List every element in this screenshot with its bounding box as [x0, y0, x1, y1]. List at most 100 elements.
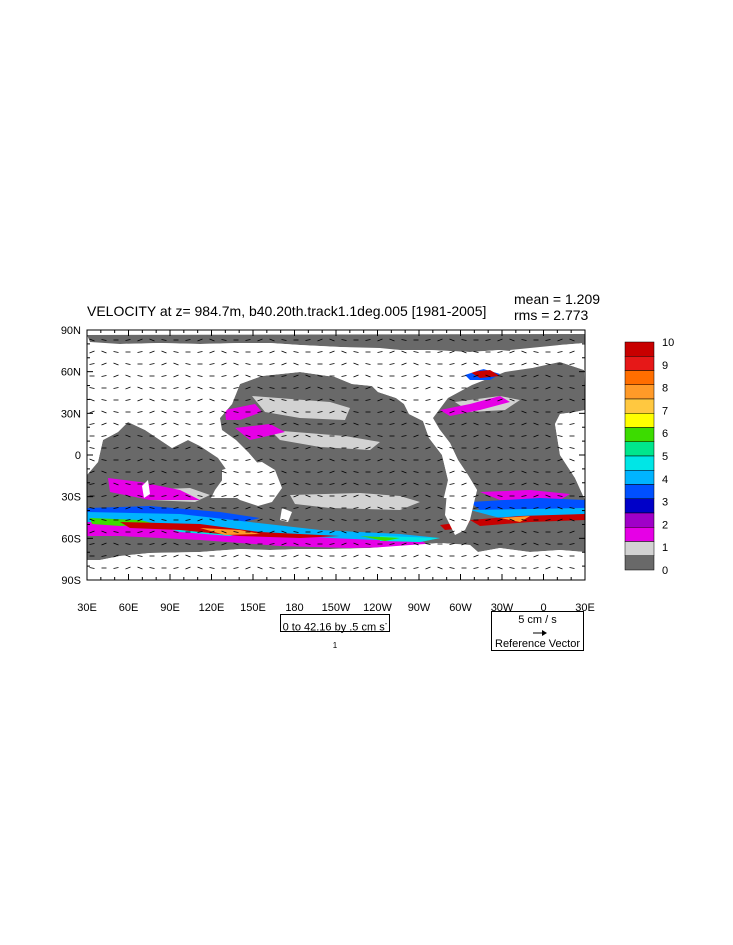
lat-tick-label: 30S	[61, 492, 81, 504]
vector-arrow	[317, 458, 323, 462]
vector-arrow	[533, 482, 539, 486]
vector-arrow	[161, 410, 167, 414]
vector-arrow	[545, 554, 551, 558]
vector-arrow	[341, 375, 347, 377]
vector-arrow	[413, 542, 419, 546]
colorbar-label: 8	[662, 383, 668, 395]
vector-arrow	[245, 399, 251, 401]
vector-arrow	[497, 555, 503, 557]
maritime-continent	[200, 446, 260, 466]
vector-arrow	[449, 350, 455, 354]
vector-arrow	[113, 422, 119, 426]
ocean-field	[87, 334, 585, 580]
vector-arrow	[113, 447, 119, 449]
vector-arrow	[389, 530, 395, 534]
vector-arrow	[365, 339, 371, 341]
vector-arrow	[485, 446, 491, 450]
lon-tick-label: 120W	[363, 602, 392, 614]
vector-arrow	[293, 542, 299, 546]
vector-arrow	[365, 543, 371, 545]
vector-arrow	[89, 458, 95, 462]
vector-arrow	[365, 434, 371, 438]
vector-arrow	[509, 398, 515, 402]
vector-arrow	[461, 495, 467, 497]
colorbar-swatch	[624, 541, 655, 556]
vector-arrow	[173, 374, 179, 378]
vector-arrow	[269, 543, 275, 545]
vector-arrow	[113, 374, 119, 378]
vector-arrow	[545, 494, 551, 498]
vector-arrow	[389, 398, 395, 402]
vector-arrow	[389, 423, 395, 425]
vector-arrow	[113, 482, 119, 486]
vector-arrow	[533, 374, 539, 378]
vector-arrow	[197, 531, 203, 533]
vector-arrow	[521, 482, 527, 486]
vector-arrow	[173, 554, 179, 558]
vector-arrow	[413, 447, 419, 449]
vector-arrow	[233, 507, 239, 509]
lat-axis: 90N 60N 30N 0 30S 60S 90S	[61, 325, 585, 587]
vector-arrow	[149, 470, 155, 474]
vector-arrow	[545, 423, 551, 425]
vector-arrow	[89, 483, 95, 485]
lat-tick-label: 60N	[61, 367, 81, 379]
vector-arrow	[245, 494, 251, 498]
vector-arrow	[125, 483, 131, 485]
vector-arrow	[185, 554, 191, 558]
vector-arrow	[401, 459, 407, 461]
vector-arrow	[569, 543, 575, 545]
south-america	[423, 421, 477, 535]
vector-arrow	[89, 530, 95, 534]
vector-arrow	[509, 350, 515, 354]
vector-arrow	[281, 542, 287, 546]
vector-arrow	[269, 447, 275, 449]
vector-arrow	[521, 459, 527, 461]
vector-arrow	[413, 422, 419, 426]
vector-arrow	[281, 495, 287, 497]
vector-arrow	[197, 458, 203, 462]
vector-arrow	[209, 518, 215, 522]
vector-arrow	[461, 375, 467, 377]
vector-arrow	[281, 410, 287, 414]
vector-arrow	[125, 506, 131, 510]
vector-arrow	[293, 531, 299, 533]
vector-arrow	[125, 363, 131, 365]
vector-arrow	[257, 531, 263, 533]
vector-arrow	[137, 506, 143, 510]
vector-arrow	[221, 495, 227, 497]
colorbar-label: 4	[662, 474, 668, 486]
vector-arrow	[89, 350, 95, 354]
vector-arrow	[257, 446, 263, 450]
vector-arrow	[185, 434, 191, 438]
vector-arrow	[317, 435, 323, 437]
vector-arrow	[401, 470, 407, 474]
vector-arrow	[353, 567, 359, 569]
lon-tick-label: 90E	[160, 602, 180, 614]
madagascar	[142, 480, 150, 498]
vector-arrow	[401, 495, 407, 497]
vector-arrow	[557, 351, 563, 353]
vector-arrow	[377, 555, 383, 557]
lon-tick-label: 60E	[119, 602, 139, 614]
vector-arrow	[209, 483, 215, 485]
vector-arrow	[233, 411, 239, 413]
vector-arrow	[461, 399, 467, 401]
vector-arrow	[305, 483, 311, 485]
vector-arrow	[461, 422, 467, 426]
vector-arrow	[185, 483, 191, 485]
vector-arrow	[329, 567, 335, 569]
vector-arrow	[413, 374, 419, 378]
vector-arrow	[113, 567, 119, 569]
vector-arrow	[269, 398, 275, 402]
vector-arrow	[281, 435, 287, 437]
vector-arrow	[389, 338, 395, 342]
vector-arrow	[269, 387, 275, 389]
vector-arrow	[365, 399, 371, 401]
vector-arrow	[257, 338, 263, 342]
vector-arrow	[125, 339, 131, 341]
vector-arrow	[305, 363, 311, 365]
vector-arrow	[569, 530, 575, 534]
vector-arrow	[209, 350, 215, 354]
